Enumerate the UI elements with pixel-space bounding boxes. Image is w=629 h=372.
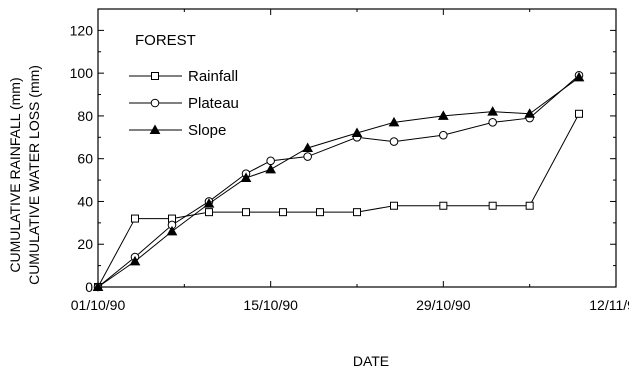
y-tick-label: 20 xyxy=(77,236,93,252)
series-line-plateau xyxy=(97,74,580,288)
series-slope xyxy=(92,71,585,291)
data-point-plateau xyxy=(389,137,399,146)
data-point-rainfall xyxy=(353,208,361,217)
series-line-rainfall xyxy=(97,113,580,288)
series-line-slope xyxy=(97,77,580,288)
legend-label: Rainfall xyxy=(188,68,238,85)
legend: Rainfall Plateau Slope xyxy=(129,68,239,139)
data-point-rainfall xyxy=(525,201,534,210)
y-axis-title: CUMULATIVE RAINFALL (mm) CUMULATIVE WATE… xyxy=(7,65,42,285)
data-point-plateau xyxy=(488,118,497,127)
data-point-rainfall xyxy=(279,208,287,217)
x-axis-title: DATE xyxy=(353,353,389,369)
data-point-slope xyxy=(573,71,585,82)
axes: 0 20 40 60 80 100 120 01/10/90 15/10/90 29/10/90 1… xyxy=(70,8,629,313)
y-tick-label: 0 xyxy=(85,279,93,295)
legend-item-plateau: Plateau xyxy=(129,95,239,112)
legend-marker xyxy=(151,72,159,80)
data-point-slope xyxy=(92,281,104,291)
x-tick-label: 29/10/90 xyxy=(416,297,471,313)
legend-marker xyxy=(149,124,161,134)
data-point-plateau xyxy=(303,152,312,161)
x-tick-label: 01/10/90 xyxy=(71,297,126,313)
data-point-slope xyxy=(203,198,215,208)
plot-frame xyxy=(97,8,617,288)
data-point-slope xyxy=(487,106,499,116)
data-point-rainfall xyxy=(131,214,139,223)
legend-label: Plateau xyxy=(188,95,239,112)
x-tick-label: 15/10/90 xyxy=(243,297,298,313)
y-tick-label: 120 xyxy=(70,22,94,38)
legend-item-slope: Slope xyxy=(129,122,226,139)
data-point-slope xyxy=(437,110,449,120)
y-tick-label: 100 xyxy=(70,65,94,81)
legend-label: Slope xyxy=(188,122,226,139)
data-point-plateau xyxy=(266,156,275,166)
y-axis-title-line-1: CUMULATIVE RAINFALL (mm) xyxy=(7,77,23,272)
data-point-plateau xyxy=(439,130,448,140)
data-point-slope xyxy=(129,255,141,266)
inset-label-forest: FOREST xyxy=(135,32,196,49)
data-point-rainfall xyxy=(390,201,398,210)
legend-item-rainfall: Rainfall xyxy=(129,68,238,85)
data-point-slope xyxy=(166,225,178,236)
data-point-rainfall xyxy=(316,208,324,217)
data-point-rainfall xyxy=(205,208,213,217)
data-point-rainfall xyxy=(488,201,497,210)
data-point-slope xyxy=(240,172,252,182)
y-tick-label: 80 xyxy=(77,108,93,124)
series-layer xyxy=(92,70,585,292)
y-axis-title-line-2: CUMULATIVE WATER LOSS (mm) xyxy=(26,65,42,285)
y-tick-label: 60 xyxy=(77,151,93,167)
data-point-rainfall xyxy=(575,109,583,118)
data-point-slope xyxy=(265,163,277,174)
data-point-slope xyxy=(351,127,363,138)
data-point-rainfall xyxy=(439,201,448,210)
series-rainfall xyxy=(94,109,583,291)
data-point-slope xyxy=(524,108,536,118)
data-point-slope xyxy=(388,116,400,127)
legend-marker xyxy=(150,98,160,108)
data-point-slope xyxy=(302,142,314,152)
x-tick-label: 12/11/90 xyxy=(589,297,629,313)
y-tick-label: 40 xyxy=(77,193,93,209)
data-point-rainfall xyxy=(242,208,250,217)
series-plateau xyxy=(93,70,584,292)
